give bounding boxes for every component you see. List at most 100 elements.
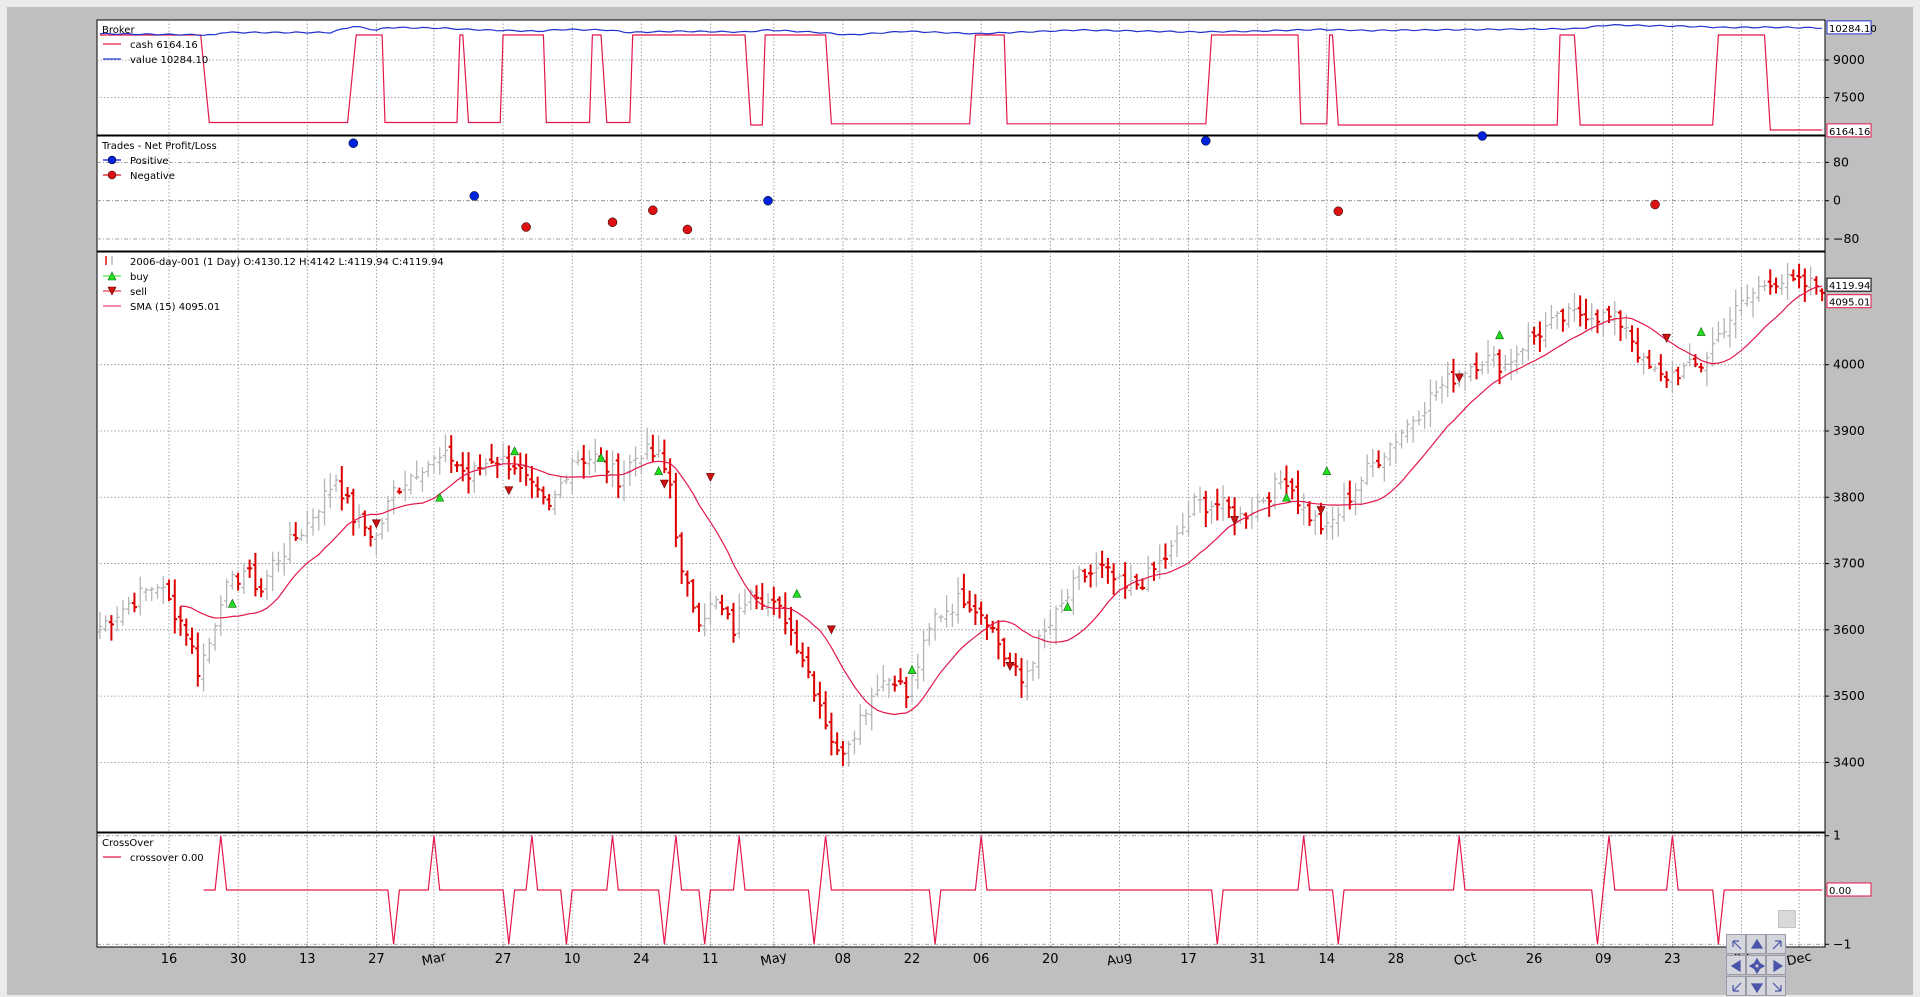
panel-price: [96, 251, 1826, 833]
ohlc-bar: [344, 486, 351, 504]
navigation-toolbar: [1726, 934, 1786, 997]
ohlc-bar: [673, 472, 679, 548]
pan-ne-icon[interactable]: [1766, 934, 1786, 954]
last-value-label: 6164.16: [1829, 127, 1870, 138]
vertical-grid: [168, 20, 1800, 947]
ohlc-bar: [1093, 552, 1099, 588]
buy-marker: [1281, 492, 1291, 502]
ohlc-bar: [1658, 354, 1664, 382]
ohlc-bar: [166, 579, 172, 602]
pan-left-icon-glyph: [1730, 959, 1741, 973]
legend-entry: cash 6164.16: [130, 40, 198, 51]
ohlc-bar: [126, 596, 132, 615]
buy-marker: [1696, 326, 1706, 336]
ohlc-bar: [586, 450, 593, 475]
x-tick-label: 17: [1180, 952, 1197, 967]
positive-trade-marker: [348, 138, 359, 148]
x-tick-label: 31: [1249, 952, 1266, 967]
negative-trade-marker: [607, 217, 618, 227]
ohlc-bar: [1721, 318, 1727, 339]
legend-title: 2006-day-001 (1 Day) O:4130.12 H:4142 L:…: [130, 257, 444, 268]
ohlc-bar: [1508, 348, 1514, 381]
x-tick-label: 23: [1664, 952, 1681, 967]
ohlc-bar: [103, 615, 109, 632]
x-tick-label: Dec: [1785, 950, 1813, 970]
ohlc-bar: [990, 620, 996, 633]
ohlc-bar: [811, 671, 817, 702]
ohlc-bar: [771, 586, 777, 616]
ohlc-bar: [932, 608, 938, 641]
crossover-line: [203, 835, 1823, 945]
ohlc-bar: [448, 435, 454, 473]
ohlc-bar: [886, 677, 892, 699]
ohlc-bar: [402, 470, 408, 502]
legend-title: Trades - Net Profit/Loss: [101, 141, 217, 152]
ohlc-bar: [638, 455, 644, 475]
sell-marker: [504, 486, 514, 496]
toolbar-corner-button[interactable]: [1778, 910, 1796, 928]
ohlc-bar: [1744, 284, 1750, 307]
y-tick-label: 7500: [1833, 90, 1865, 105]
ohlc-bar: [1111, 563, 1117, 595]
ohlc-bar: [195, 632, 201, 687]
ohlc-bar: [356, 504, 362, 529]
ohlc-bar: [1289, 478, 1295, 500]
pan-nw-icon-glyph: [1732, 940, 1742, 950]
ohlc-bar: [304, 510, 310, 543]
ohlc-bar: [154, 584, 161, 600]
ohlc-bar: [177, 606, 184, 636]
ohlc-bar: [828, 712, 834, 756]
ohlc-bar: [1116, 572, 1122, 580]
y-tick-label: 3800: [1833, 489, 1865, 504]
ohlc-bar: [1381, 452, 1387, 482]
y-tick-label: 4000: [1833, 357, 1865, 372]
ohlc-bar: [1358, 476, 1364, 506]
ohlc-bar: [1370, 448, 1376, 478]
ohlc-bar: [1502, 354, 1508, 372]
pan-move-icon[interactable]: [1746, 955, 1766, 975]
ohlc-bar: [1151, 561, 1157, 581]
chart-frame: 16 30 13 27 Mar 27 10 24 11 May 08 22 06 20 Aug 17 31 14 2…: [7, 7, 1913, 995]
ohlc-bar: [1001, 637, 1007, 667]
ohlc-bar: [200, 643, 207, 692]
ohlc-bar: [431, 454, 437, 474]
pan-right-icon[interactable]: [1766, 955, 1786, 975]
pan-se-icon[interactable]: [1766, 976, 1786, 996]
y-tick-label: 3400: [1833, 754, 1865, 769]
pan-down-icon[interactable]: [1746, 976, 1766, 996]
ohlc-bar: [667, 458, 673, 499]
ohlc-bar: [108, 615, 114, 641]
ohlc-bar: [1364, 454, 1370, 486]
positive-trade-marker: [763, 195, 773, 206]
ohlc-bar: [1278, 470, 1284, 490]
ohlc-bar: [264, 570, 270, 600]
ohlc-bar: [471, 461, 477, 493]
pan-left-icon[interactable]: [1726, 955, 1746, 975]
ohlc-bar: [1640, 352, 1647, 375]
pan-up-icon[interactable]: [1746, 934, 1766, 954]
legend-marker: [107, 155, 117, 165]
pan-sw-icon[interactable]: [1726, 976, 1746, 996]
ohlc-bar: [1617, 310, 1624, 341]
ohlc-bar: [247, 559, 253, 578]
ohlc-bar: [1629, 325, 1635, 352]
ohlc-bar: [1174, 525, 1180, 557]
ohlc-bar: [1416, 410, 1422, 426]
ohlc-bar: [270, 551, 276, 592]
sell-marker: [1454, 373, 1464, 383]
ohlc-bar: [874, 674, 881, 697]
ohlc-bar: [719, 594, 725, 616]
buy-marker: [792, 588, 802, 598]
ohlc-bar: [1024, 659, 1030, 701]
ohlc-bar: [218, 595, 224, 636]
ohlc-bar: [1070, 569, 1076, 615]
ohlc-bar: [1462, 370, 1468, 391]
ohlc-bar: [1623, 314, 1629, 340]
ohlc-bar: [857, 704, 863, 745]
last-value-box: [1826, 123, 1872, 138]
ohlc-bar: [419, 467, 426, 492]
ohlc-bar: [1168, 539, 1174, 567]
y-tick-label: 1: [1833, 828, 1841, 843]
ohlc-bar: [563, 475, 570, 485]
pan-nw-icon[interactable]: [1726, 934, 1746, 954]
